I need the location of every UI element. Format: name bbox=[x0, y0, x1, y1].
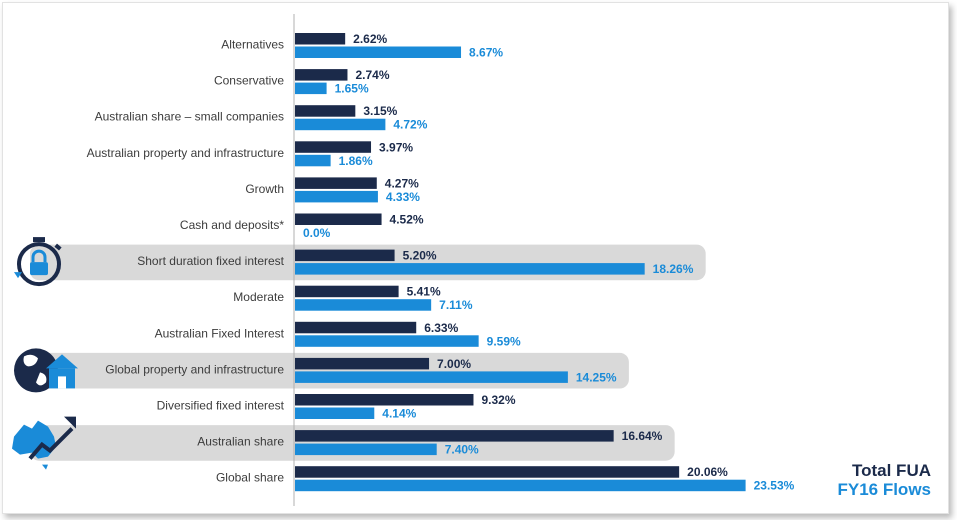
value-label-fy16-flows-australian-property-and-infrastructure: 1.86% bbox=[339, 154, 373, 168]
value-label-fy16-flows-global-property-and-infrastructure: 14.25% bbox=[576, 370, 617, 384]
bar-fy16-flows-global-share bbox=[295, 479, 746, 492]
category-label-short-duration-fixed-interest: Short duration fixed interest bbox=[137, 254, 284, 268]
bar-total-fua-short-duration-fixed-interest bbox=[295, 249, 395, 262]
australia-map-trend-icon bbox=[12, 416, 76, 470]
bar-total-fua-diversified-fixed-interest bbox=[295, 394, 474, 406]
value-label-total-fua-diversified-fixed-interest: 9.32% bbox=[481, 393, 515, 407]
category-label-australian-fixed-interest: Australian Fixed Interest bbox=[155, 326, 285, 340]
category-label-australian-share-small-companies: Australian share – small companies bbox=[95, 110, 284, 124]
value-label-total-fua-short-duration-fixed-interest: 5.20% bbox=[403, 249, 437, 263]
category-labels: Alternatives Conservative Australian share… bbox=[87, 38, 285, 485]
bar-total-fua-growth bbox=[295, 177, 377, 189]
value-label-fy16-flows-australian-share-small-companies: 4.72% bbox=[393, 118, 427, 132]
value-label-fy16-flows-global-share: 23.53% bbox=[754, 479, 795, 493]
bar-fy16-flows-alternatives bbox=[295, 46, 462, 58]
value-label-fy16-flows-alternatives: 8.67% bbox=[469, 46, 503, 60]
value-label-fy16-flows-conservative: 1.65% bbox=[335, 82, 369, 96]
category-label-diversified-fixed-interest: Diversified fixed interest bbox=[157, 399, 285, 413]
bars: 2.62% 8.67% 2.74%1.65% 3.15%4.72% 3.97% 1.86%… bbox=[295, 32, 795, 493]
bar-total-fua-moderate bbox=[295, 285, 399, 298]
bar-total-fua-australian-share bbox=[295, 430, 614, 442]
bar-fy16-flows-australian-fixed-interest bbox=[295, 335, 479, 347]
category-label-alternatives: Alternatives bbox=[221, 38, 284, 52]
bar-total-fua-australian-share-small-companies bbox=[295, 105, 356, 117]
category-label-growth: Growth bbox=[245, 182, 284, 196]
value-label-total-fua-australian-property-and-infrastructure: 3.97% bbox=[379, 140, 413, 154]
category-label-australian-property-and-infrastructure: Australian property and infrastructure bbox=[87, 146, 285, 160]
value-label-fy16-flows-short-duration-fixed-interest: 18.26% bbox=[653, 262, 694, 276]
value-label-fy16-flows-cash-and-deposits: 0.0% bbox=[303, 226, 331, 240]
bar-total-fua-australian-fixed-interest bbox=[295, 321, 417, 334]
category-label-moderate: Moderate bbox=[233, 290, 284, 304]
bar-fy16-flows-moderate bbox=[295, 299, 432, 311]
highlight-bands bbox=[30, 244, 706, 461]
category-label-australian-share: Australian share bbox=[197, 435, 284, 449]
bar-fy16-flows-australian-share bbox=[295, 443, 437, 456]
category-label-global-share: Global share bbox=[216, 471, 284, 485]
bar-total-fua-alternatives bbox=[295, 33, 346, 45]
value-label-total-fua-alternatives: 2.62% bbox=[353, 32, 387, 46]
legend: Total FUA FY16 Flows bbox=[837, 461, 931, 499]
bar-total-fua-global-share bbox=[295, 466, 680, 478]
bar-fy16-flows-global-property-and-infrastructure bbox=[295, 371, 568, 383]
icons bbox=[12, 237, 78, 470]
bar-total-fua-global-property-and-infrastructure bbox=[295, 357, 430, 370]
value-label-fy16-flows-australian-fixed-interest: 9.59% bbox=[487, 334, 521, 348]
value-label-fy16-flows-moderate: 7.11% bbox=[439, 298, 473, 312]
bar-fy16-flows-australian-property-and-infrastructure bbox=[295, 154, 331, 167]
globe-house-icon bbox=[14, 348, 78, 393]
value-label-total-fua-global-property-and-infrastructure: 7.00% bbox=[437, 357, 471, 371]
category-label-conservative: Conservative bbox=[214, 74, 284, 88]
bar-total-fua-conservative bbox=[295, 69, 348, 81]
value-label-total-fua-moderate: 5.41% bbox=[407, 285, 441, 299]
legend-series-1: Total FUA bbox=[852, 461, 931, 480]
value-label-total-fua-cash-and-deposits: 4.52% bbox=[390, 213, 424, 227]
value-label-fy16-flows-growth: 4.33% bbox=[386, 190, 420, 204]
bar-total-fua-australian-property-and-infrastructure bbox=[295, 141, 372, 153]
bar-fy16-flows-conservative bbox=[295, 82, 327, 95]
bar-fy16-flows-growth bbox=[295, 190, 378, 203]
bar-fy16-flows-diversified-fixed-interest bbox=[295, 407, 375, 419]
stopwatch-lock-icon bbox=[14, 237, 62, 287]
value-label-fy16-flows-australian-share: 7.40% bbox=[445, 443, 479, 457]
value-label-fy16-flows-diversified-fixed-interest: 4.14% bbox=[382, 407, 416, 421]
value-label-total-fua-australian-share: 16.64% bbox=[622, 429, 663, 443]
value-label-total-fua-growth: 4.27% bbox=[385, 176, 419, 190]
value-label-total-fua-global-share: 20.06% bbox=[687, 465, 728, 479]
legend-series-2: FY16 Flows bbox=[837, 480, 931, 499]
value-label-total-fua-australian-fixed-interest: 6.33% bbox=[424, 321, 458, 335]
bar-fy16-flows-australian-share-small-companies bbox=[295, 118, 386, 131]
category-label-cash-and-deposits: Cash and deposits* bbox=[180, 218, 284, 232]
value-label-total-fua-conservative: 2.74% bbox=[355, 68, 389, 82]
value-label-total-fua-australian-share-small-companies: 3.15% bbox=[363, 104, 397, 118]
category-label-global-property-and-infrastructure: Global property and infrastructure bbox=[105, 362, 284, 376]
bar-fy16-flows-short-duration-fixed-interest bbox=[295, 263, 645, 275]
bar-total-fua-cash-and-deposits bbox=[295, 213, 382, 225]
